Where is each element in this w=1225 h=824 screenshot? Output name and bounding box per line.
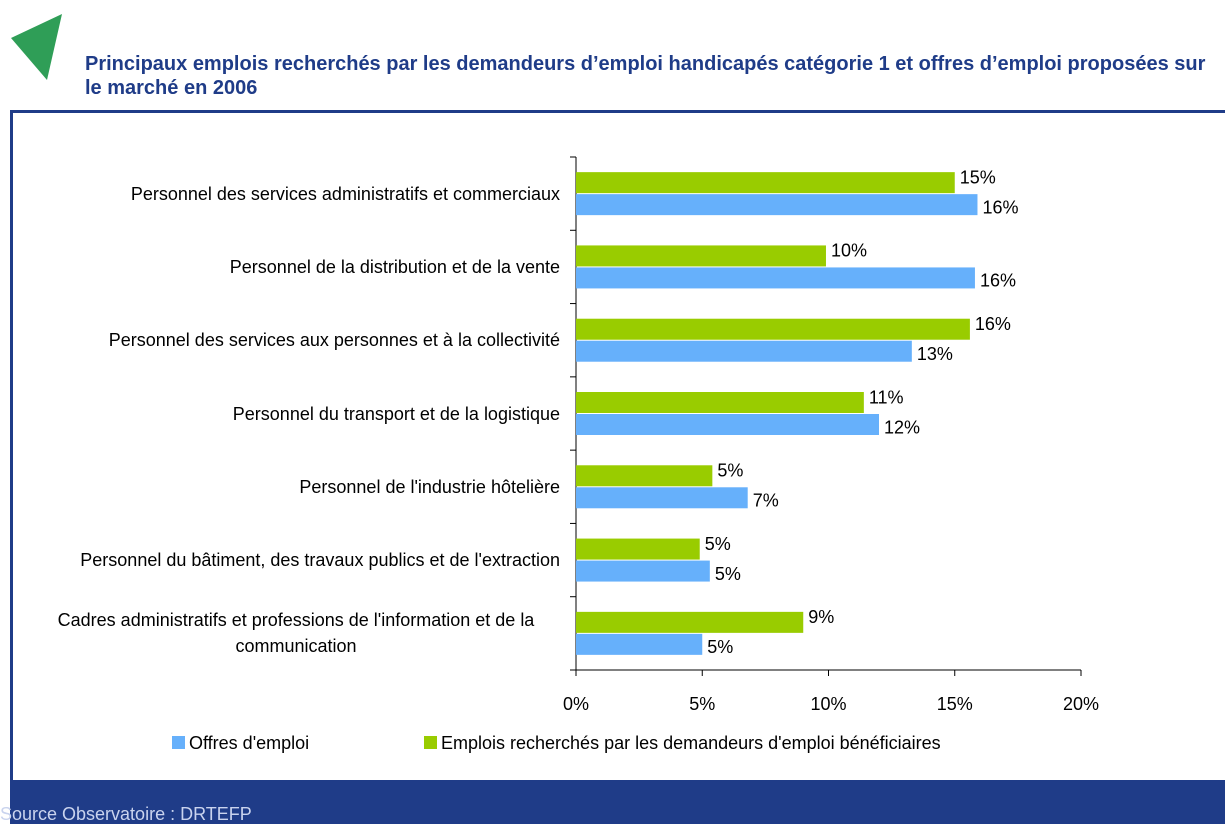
data-label: 5% [717,461,743,481]
data-label: 5% [715,564,741,584]
source: Source Observatoire : DRTEFP [0,804,252,824]
x-tick-label: 15% [937,694,973,714]
bar [576,538,700,560]
category-label: Personnel des services aux personnes et … [108,330,560,351]
footer-band [10,780,1225,824]
category-label-box: Personnel de l'industrie hôtelière [20,451,560,523]
data-label: 7% [753,491,779,511]
data-label: 5% [705,534,731,554]
data-label: 11% [869,387,904,407]
category-label: Personnel de la distribution et de la ve… [229,256,560,277]
category-label-box: Personnel de la distribution et de la ve… [20,231,560,303]
category-label: Personnel du bâtiment, des travaux publi… [80,550,560,571]
category-label: Personnel de l'industrie hôtelière [299,476,560,497]
category-label: Cadres administratifs et professions de … [57,610,535,657]
data-label: 16% [982,197,1018,217]
bar [576,611,804,633]
category-label-box: Personnel des services aux personnes et … [20,304,560,376]
data-label: 5% [707,637,733,657]
bar [576,414,879,435]
title-rule [10,110,1225,113]
x-tick-label: 5% [689,694,715,714]
data-label: 10% [831,241,867,261]
bar [576,172,955,194]
chart-title: Principaux emplois recherchés par les de… [85,53,1206,99]
legend-swatch [424,736,437,749]
data-label: 9% [808,607,834,627]
category-label-box: Cadres administratifs et professions de … [20,597,560,669]
bar [576,560,710,582]
x-tick-label: 20% [1063,694,1099,714]
category-label: Personnel du transport et de la logistiq… [232,403,560,424]
data-label: 13% [917,344,953,364]
bar [576,245,826,267]
legend-swatch [172,736,185,749]
data-label: 15% [960,167,996,187]
bar [576,487,748,509]
bar [576,318,970,340]
legend-label: Offres d'emploi [189,733,309,753]
legend-label: Emplois recherchés par les demandeurs d'… [441,733,941,753]
x-tick-label: 10% [810,694,846,714]
left-rule [10,110,13,780]
category-label-box: Personnel du transport et de la logistiq… [20,378,560,450]
data-label: 12% [884,417,920,437]
data-label: 16% [975,314,1011,334]
bar [576,267,975,289]
bar [576,340,912,362]
bar [576,465,713,487]
data-label: 16% [980,271,1016,291]
bar [576,633,703,655]
category-label: Personnel des services administratifs et… [130,183,560,204]
category-label-box: Personnel des services administratifs et… [20,158,560,230]
bar [576,194,978,216]
category-label-box: Personnel du bâtiment, des travaux publi… [20,524,560,596]
x-tick-label: 0% [563,694,589,714]
corner-triangle [11,14,62,80]
bar [576,392,864,413]
